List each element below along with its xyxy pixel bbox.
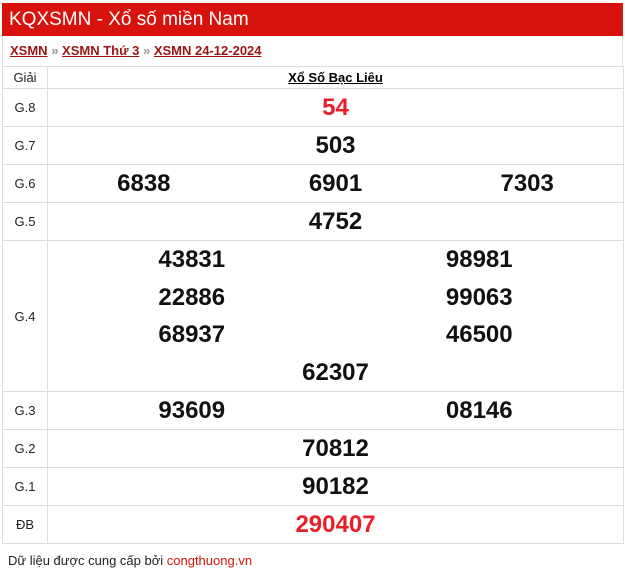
prize-label: G.3: [2, 391, 48, 430]
special-prize-number: 290407: [47, 505, 624, 544]
breadcrumb-separator: »: [142, 43, 151, 58]
breadcrumb: XSMN » XSMN Thứ 3 » XSMN 24-12-2024: [2, 36, 623, 66]
table-header: Giải Xổ Số Bạc Liêu: [2, 66, 624, 89]
table-row: G.1 90182: [2, 467, 624, 506]
results-table: Giải Xổ Số Bạc Liêu G.8 54 G.7 503 G.6 6838…: [2, 66, 624, 544]
source-link[interactable]: congthuong.vn: [166, 553, 253, 568]
prize-label: G.5: [2, 202, 48, 241]
prize-number: 68937: [158, 321, 226, 348]
table-row: G.2 70812: [2, 429, 624, 468]
prize-number: 90182: [47, 467, 624, 506]
table-row: G.7 503: [2, 126, 624, 165]
breadcrumb-separator: »: [51, 43, 59, 58]
station-name: Xổ Số Bạc Liêu: [288, 70, 383, 85]
prize-number: 70812: [47, 429, 624, 468]
prize-label: ĐB: [2, 505, 48, 544]
prize-label: G.1: [2, 467, 48, 506]
table-row: G.6 6838 6901 7303: [2, 164, 624, 203]
prize-label: G.7: [2, 126, 48, 165]
prize-number: 6901: [308, 169, 363, 197]
breadcrumb-xsmn[interactable]: XSMN: [10, 43, 48, 58]
footer: Dữ liệu được cung cấp bởi congthuong.vn: [0, 544, 625, 568]
table-row: ĐB 290407: [2, 505, 624, 544]
prize-number: 6838: [117, 169, 171, 197]
prize-number: 43831: [158, 246, 226, 273]
prize-label: G.2: [2, 429, 48, 468]
table-row: G.3 93609 08146: [2, 391, 624, 430]
prize-label: G.6: [2, 164, 48, 203]
table-row: G.5 4752: [2, 202, 624, 241]
prize-number: 98981: [445, 246, 513, 273]
table-row: G.8 54: [2, 88, 624, 127]
prize-number: 503: [47, 126, 624, 165]
prize-label: G.8: [2, 88, 48, 127]
page-header: KQXSMN - Xổ số miền Nam: [2, 3, 623, 36]
station-column-header: Xổ Số Bạc Liêu: [47, 66, 624, 89]
prize-number: 62307: [302, 358, 369, 386]
footer-text: Dữ liệu được cung cấp bởi: [8, 553, 167, 568]
prize-number: 54: [47, 88, 624, 127]
prize-number: 93609: [158, 396, 226, 424]
breadcrumb-xsmn-thu3[interactable]: XSMN Thứ 3: [62, 43, 140, 58]
prize-number: 46500: [445, 321, 513, 348]
prize-number: 99063: [445, 283, 513, 311]
breadcrumb-xsmn-date[interactable]: XSMN 24-12-2024: [153, 43, 262, 58]
prize-column-header: Giải: [2, 66, 48, 89]
prize-number: 4752: [47, 202, 624, 241]
prize-number: 08146: [445, 396, 513, 424]
table-row: G.4 43831 98981 22886 99063 68937 46500 623…: [2, 240, 624, 392]
prize-number: 7303: [500, 169, 554, 197]
prize-number: 22886: [158, 283, 226, 311]
prize-label: G.4: [2, 240, 48, 392]
